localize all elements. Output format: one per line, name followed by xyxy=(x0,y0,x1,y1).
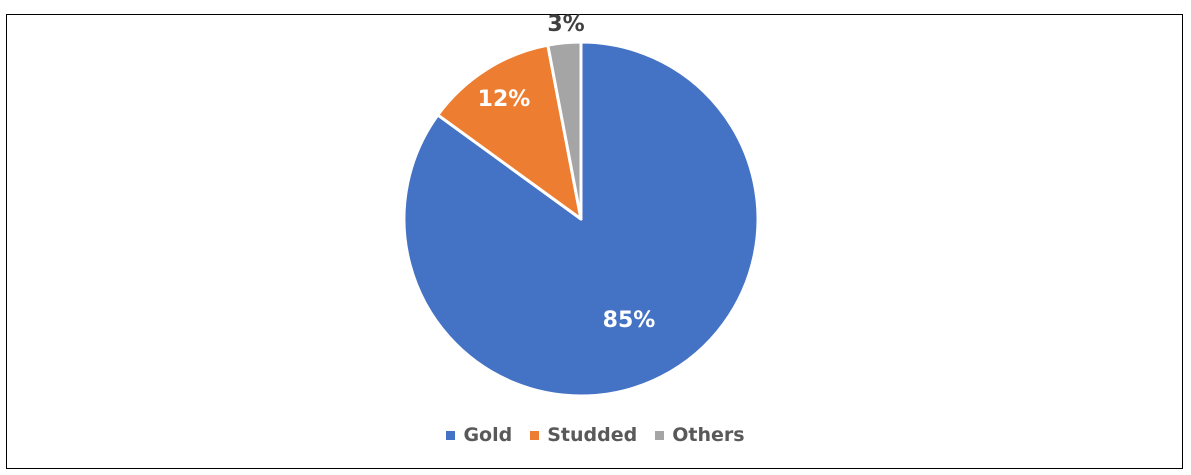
legend-label-gold: Gold xyxy=(463,424,513,446)
legend-label-others: Others xyxy=(672,424,745,446)
data-label-studded: 12% xyxy=(478,87,531,112)
pie-slices xyxy=(402,40,760,398)
pie-data-labels: 85% 12% 3% xyxy=(478,12,656,333)
pie-slice-gold xyxy=(402,40,760,398)
legend-swatch-studded xyxy=(530,430,540,440)
pie-slice-others xyxy=(546,40,583,221)
legend-item-others: Others xyxy=(655,424,745,446)
legend-swatch-others xyxy=(655,430,665,440)
pie-slice-studded xyxy=(436,43,583,221)
data-label-others: 3% xyxy=(547,12,584,37)
legend-item-gold: Gold xyxy=(446,424,512,446)
legend-item-studded: Studded xyxy=(530,424,637,446)
legend-label-studded: Studded xyxy=(547,424,638,446)
legend-swatch-gold xyxy=(446,430,456,440)
chart-legend: Gold Studded Others xyxy=(0,424,1191,446)
data-label-gold: 85% xyxy=(603,308,656,333)
